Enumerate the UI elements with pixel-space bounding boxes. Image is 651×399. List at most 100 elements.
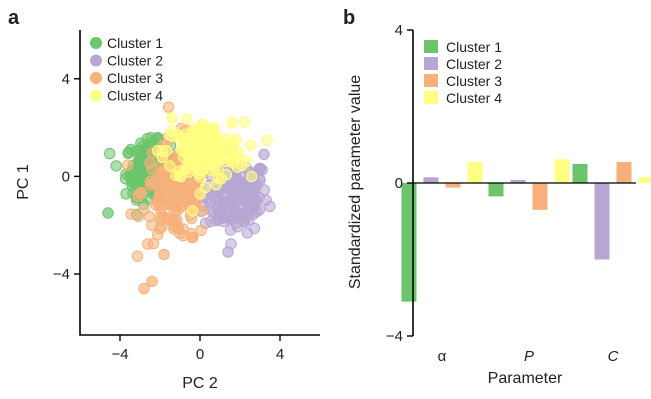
scatter-point: [162, 101, 175, 113]
legend-label-3: Cluster 3: [446, 73, 502, 89]
scatter-point: [146, 219, 158, 231]
scatter-point: [227, 202, 240, 214]
scatter-point: [238, 116, 251, 129]
scatter-point: [176, 200, 188, 213]
scatter-point: [104, 147, 116, 160]
legend-label-2: Cluster 2: [446, 56, 502, 72]
scatter-point: [182, 185, 195, 198]
scatter-point: [241, 227, 254, 239]
scatter-point: [213, 137, 225, 150]
scatter-point: [212, 172, 225, 185]
scatter-point: [222, 246, 234, 258]
scatter-ticks: −4 0 4 −4 0 4: [53, 71, 284, 363]
bar-4-3: [638, 177, 651, 183]
scatter-point: [196, 118, 208, 131]
y-tick-label: 4: [395, 22, 403, 39]
scatter-point: [228, 212, 240, 225]
y-tick-label: 0: [395, 175, 403, 192]
scatter-point: [173, 182, 185, 195]
bar-ticks: −4 0 4 α P C: [386, 22, 636, 365]
scatter-point: [207, 157, 219, 170]
scatter-point: [138, 204, 150, 216]
bar-panel: −4 0 4 α P C Parameter Standardized parameter…: [347, 22, 651, 387]
bar-1-1: [401, 183, 417, 302]
scatter-point: [166, 130, 179, 143]
scatter-x-axis-label: PC 2: [182, 375, 218, 392]
bar-4-1: [467, 162, 483, 183]
scatter-point: [167, 217, 180, 229]
bar-3-3: [616, 162, 632, 183]
scatter-point: [188, 158, 200, 170]
scatter-point: [158, 248, 170, 261]
legend-marker-2: [90, 54, 102, 67]
category-label: α: [438, 348, 447, 365]
legend-label-2: Cluster 2: [107, 53, 163, 69]
scatter-point: [146, 275, 158, 287]
scatter-point: [247, 196, 260, 208]
series-2-points: [193, 144, 276, 258]
legend-label-4: Cluster 4: [446, 90, 502, 106]
scatter-point: [132, 190, 144, 203]
scatter-point: [179, 135, 192, 148]
scatter-point: [253, 162, 266, 175]
x-tick-label: 4: [276, 346, 284, 363]
scatter-point: [235, 177, 247, 189]
series-4-points: [152, 112, 273, 217]
panel-a-label: a: [8, 7, 20, 29]
scatter-point: [158, 181, 170, 193]
bar-2-3: [594, 183, 610, 260]
category-label: C: [608, 348, 619, 365]
scatter-point: [245, 170, 258, 183]
legend-label-1: Cluster 1: [446, 39, 502, 55]
scatter-point: [226, 117, 238, 129]
scatter-point: [157, 168, 170, 180]
scatter-y-axis-label: PC 1: [15, 164, 32, 200]
scatter-point: [160, 195, 172, 207]
bar-1-2: [488, 183, 504, 197]
bar-3-1: [445, 183, 461, 188]
scatter-point: [110, 160, 122, 172]
bar-3-2: [532, 183, 548, 210]
scatter-axes: [79, 30, 320, 336]
scatter-point: [102, 207, 114, 219]
scatter-point: [195, 224, 207, 237]
scatter-point: [260, 194, 272, 206]
scatter-point: [241, 155, 253, 167]
scatter-point: [249, 186, 261, 199]
scatter-point: [144, 157, 156, 169]
scatter-point: [181, 113, 193, 125]
bar-4-2: [554, 159, 570, 183]
scatter-point: [177, 151, 190, 163]
y-tick-label: −4: [53, 266, 70, 283]
bar-y-axis-label: Standardized parameter value: [347, 75, 364, 289]
scatter-point: [132, 164, 145, 177]
legend-label-1: Cluster 1: [107, 35, 163, 51]
scatter-point: [186, 231, 198, 244]
scatter-point: [261, 134, 273, 147]
legend-marker-4: [90, 89, 102, 102]
scatter-point: [174, 170, 186, 182]
scatter-point: [202, 147, 215, 160]
scatter-point: [120, 188, 132, 200]
legend-label-3: Cluster 3: [107, 70, 163, 86]
panel-b-label: b: [343, 7, 355, 29]
scatter-points: [102, 101, 276, 295]
y-tick-label: −4: [386, 328, 403, 345]
legend-marker-1: [90, 37, 102, 49]
bar-2-2: [510, 179, 526, 183]
scatter-point: [194, 188, 206, 200]
scatter-point: [258, 148, 270, 161]
legend-label-4: Cluster 4: [107, 88, 163, 104]
scatter-point: [229, 187, 242, 199]
legend-swatch-1: [424, 40, 438, 53]
x-tick-label: 0: [196, 346, 204, 363]
scatter-point: [131, 250, 144, 262]
bar-1-3: [572, 163, 588, 183]
scatter-point: [213, 195, 225, 207]
category-label: P: [524, 348, 534, 365]
scatter-point: [147, 237, 160, 250]
bar-marks: [401, 159, 651, 302]
